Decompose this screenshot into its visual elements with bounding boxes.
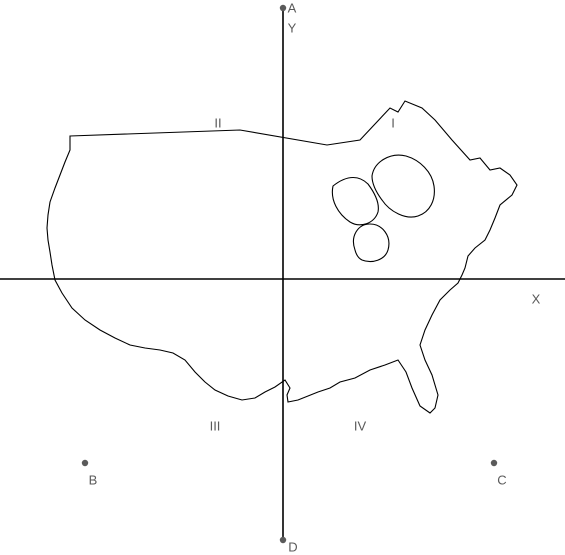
point-d [280,537,286,543]
label-b: B [89,473,98,488]
quadrant-iv: IV [354,419,366,434]
point-a [280,5,286,11]
label-a: A [288,1,297,16]
quadrant-iii: III [210,419,221,434]
quadrant-i: I [391,116,395,131]
great-lakes [332,155,434,261]
label-c: C [497,473,506,488]
point-c [491,460,497,466]
label-x: X [532,292,541,307]
point-b [82,460,88,466]
label-d: D [288,540,297,555]
diagram-canvas: A Y X B C D I II III IV [0,0,565,548]
label-y: Y [288,21,297,36]
diagram-svg [0,0,565,548]
us-outline [47,101,517,413]
quadrant-ii: II [214,116,221,131]
